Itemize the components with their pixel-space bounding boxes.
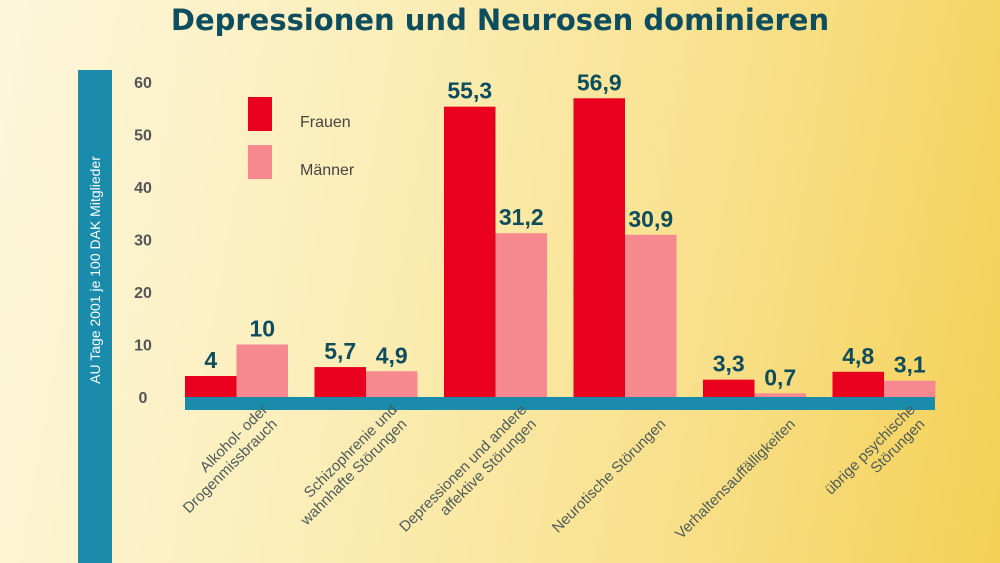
bar-frauen	[832, 371, 884, 397]
bar-maenner	[495, 233, 547, 397]
bar-maenner	[236, 344, 288, 397]
legend-label: Frauen	[300, 114, 351, 131]
data-label: 30,9	[628, 206, 673, 232]
x-category-label: Alkohol- oderDrogenmissbrauch	[168, 401, 283, 516]
data-label: 55,3	[447, 78, 492, 104]
bar-frauen	[703, 379, 755, 397]
data-label: 3,1	[894, 352, 926, 378]
data-label: 31,2	[499, 204, 544, 230]
y-axis-band	[78, 70, 112, 563]
x-category-label: übrige psychischeStörungen	[822, 401, 931, 510]
bar-maenner	[754, 393, 806, 397]
y-tick-label: 50	[134, 128, 152, 145]
bar-maenner	[625, 234, 677, 397]
data-label: 4	[204, 347, 217, 373]
y-axis-label: AU Tage 2001 je 100 DAK Mitglieder	[87, 156, 103, 384]
bar-frauen	[573, 98, 625, 398]
bar-maenner	[366, 371, 418, 397]
data-label: 5,7	[324, 338, 356, 364]
y-tick-label: 30	[134, 233, 152, 250]
bar-frauen	[444, 106, 496, 398]
y-tick-label: 60	[134, 75, 152, 92]
x-category-label: Verhaltensauffälligkeiten	[672, 416, 799, 543]
data-label: 0,7	[764, 364, 796, 390]
bar-frauen	[185, 376, 237, 397]
data-label: 10	[249, 316, 275, 342]
legend-swatch	[248, 97, 272, 131]
y-tick-label: 10	[134, 338, 152, 355]
bar-frauen	[314, 367, 366, 397]
data-label: 3,3	[713, 351, 745, 377]
y-tick-label: 20	[134, 285, 152, 302]
data-label: 4,8	[842, 343, 874, 369]
x-category-label: Neurotische Störungen	[549, 416, 670, 537]
y-tick-label: 40	[134, 180, 152, 197]
x-axis-baseline	[185, 397, 935, 410]
data-label: 4,9	[376, 342, 408, 368]
y-tick-label: 0	[139, 390, 148, 407]
legend-swatch	[248, 145, 272, 179]
legend-label: Männer	[300, 162, 355, 179]
chart-title: Depressionen und Neurosen dominieren	[171, 3, 829, 37]
data-label: 56,9	[577, 69, 622, 95]
x-category-label: Schizophrenie undwahnhafte Störungen	[285, 401, 413, 529]
bar-maenner	[884, 380, 936, 397]
x-category-label: Depressionen und andereaffektive Störung…	[396, 401, 542, 547]
